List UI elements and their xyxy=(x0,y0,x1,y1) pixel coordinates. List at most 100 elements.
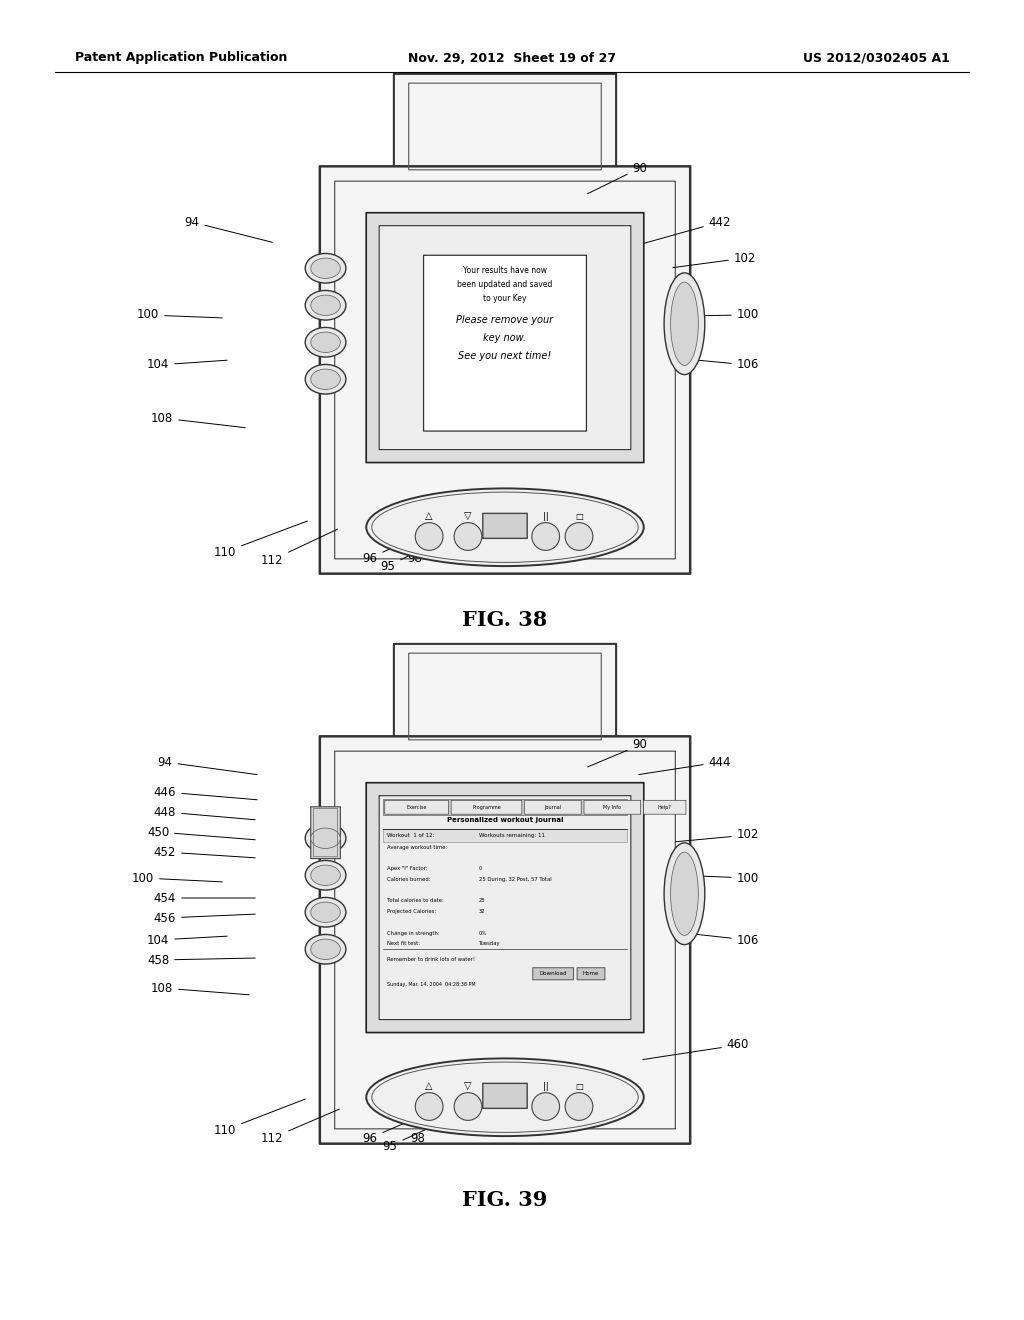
Text: △: △ xyxy=(425,1081,433,1092)
Ellipse shape xyxy=(367,488,644,566)
Text: 448: 448 xyxy=(154,805,255,820)
Ellipse shape xyxy=(305,898,346,927)
Text: 25: 25 xyxy=(479,899,485,903)
Text: 102: 102 xyxy=(673,252,756,268)
Ellipse shape xyxy=(310,370,340,389)
Text: 100: 100 xyxy=(137,309,222,322)
Ellipse shape xyxy=(310,939,340,960)
Text: Change in strength:: Change in strength: xyxy=(387,931,439,936)
Circle shape xyxy=(416,1093,443,1121)
Ellipse shape xyxy=(305,364,346,395)
FancyBboxPatch shape xyxy=(482,513,527,539)
FancyBboxPatch shape xyxy=(643,800,686,814)
Ellipse shape xyxy=(310,259,340,279)
Text: 94: 94 xyxy=(184,215,272,243)
Text: 98: 98 xyxy=(411,1109,468,1144)
Text: 108: 108 xyxy=(151,982,249,995)
Text: Help?: Help? xyxy=(657,805,672,809)
Text: Remember to drink lots of water!: Remember to drink lots of water! xyxy=(387,957,475,962)
Text: 104: 104 xyxy=(146,933,227,946)
Text: 446: 446 xyxy=(154,785,257,800)
Text: 96: 96 xyxy=(362,528,435,565)
Text: 104: 104 xyxy=(146,359,227,371)
Ellipse shape xyxy=(305,253,346,282)
Circle shape xyxy=(416,523,443,550)
Text: Next fit test:: Next fit test: xyxy=(387,941,420,946)
Text: Please remove your: Please remove your xyxy=(457,315,554,326)
Ellipse shape xyxy=(310,296,340,315)
FancyBboxPatch shape xyxy=(394,74,616,176)
Text: 110: 110 xyxy=(214,521,307,558)
Text: 98: 98 xyxy=(408,528,466,565)
Text: 100: 100 xyxy=(132,871,222,884)
Text: Sunday, Mar. 14, 2004  04:28:38 PM: Sunday, Mar. 14, 2004 04:28:38 PM xyxy=(387,982,475,986)
Text: 90: 90 xyxy=(588,161,647,194)
Circle shape xyxy=(565,1093,593,1121)
Circle shape xyxy=(454,523,482,550)
Text: My Info: My Info xyxy=(603,805,622,809)
Circle shape xyxy=(565,523,593,550)
FancyBboxPatch shape xyxy=(310,807,340,858)
Text: 108: 108 xyxy=(151,412,245,428)
Ellipse shape xyxy=(671,282,698,366)
Circle shape xyxy=(454,1093,482,1121)
Text: 454: 454 xyxy=(154,891,255,904)
Text: key now.: key now. xyxy=(483,333,526,343)
Ellipse shape xyxy=(305,935,346,964)
Text: 94: 94 xyxy=(158,755,257,775)
Text: US 2012/0302405 A1: US 2012/0302405 A1 xyxy=(803,51,950,65)
Text: Patent Application Publication: Patent Application Publication xyxy=(75,51,288,65)
Text: ||: || xyxy=(543,1081,549,1090)
Ellipse shape xyxy=(305,327,346,356)
Ellipse shape xyxy=(367,1059,644,1137)
FancyBboxPatch shape xyxy=(584,800,641,814)
Text: FIG. 39: FIG. 39 xyxy=(462,1191,548,1210)
FancyBboxPatch shape xyxy=(394,644,616,746)
Text: Tuesday: Tuesday xyxy=(479,941,501,946)
Text: 458: 458 xyxy=(146,953,255,966)
Ellipse shape xyxy=(310,333,340,352)
Text: Workouts remaining: 11: Workouts remaining: 11 xyxy=(479,833,545,838)
Ellipse shape xyxy=(305,861,346,890)
Circle shape xyxy=(531,523,559,550)
Text: 116: 116 xyxy=(451,521,508,558)
Text: 442: 442 xyxy=(641,215,731,244)
Text: 106: 106 xyxy=(678,932,759,946)
Text: Average workout time:: Average workout time: xyxy=(387,845,446,850)
FancyBboxPatch shape xyxy=(379,226,631,450)
Text: □: □ xyxy=(575,1081,583,1090)
Text: 456: 456 xyxy=(154,912,255,924)
Text: to your Key: to your Key xyxy=(483,294,526,304)
Text: 95: 95 xyxy=(381,535,451,573)
Text: Programme: Programme xyxy=(472,805,501,809)
FancyBboxPatch shape xyxy=(319,737,690,1143)
Ellipse shape xyxy=(310,902,340,923)
FancyBboxPatch shape xyxy=(524,800,582,814)
Text: 32: 32 xyxy=(479,909,485,915)
Text: 25 During, 32 Post, 57 Total: 25 During, 32 Post, 57 Total xyxy=(479,876,552,882)
Ellipse shape xyxy=(665,273,705,375)
Text: 444: 444 xyxy=(639,755,731,775)
Text: FIG. 38: FIG. 38 xyxy=(463,610,548,630)
Text: See you next time!: See you next time! xyxy=(459,351,552,360)
Ellipse shape xyxy=(305,290,346,319)
Text: 90: 90 xyxy=(588,738,647,767)
Ellipse shape xyxy=(671,853,698,936)
Text: △: △ xyxy=(425,511,433,521)
Text: Your results have now: Your results have now xyxy=(463,267,547,276)
Text: 114: 114 xyxy=(539,523,561,554)
Text: Workout  1 of 12:: Workout 1 of 12: xyxy=(387,833,434,838)
Text: 114: 114 xyxy=(539,1102,561,1133)
Ellipse shape xyxy=(665,843,705,945)
Text: 116: 116 xyxy=(451,1101,510,1137)
FancyBboxPatch shape xyxy=(383,800,627,816)
Text: Home: Home xyxy=(583,972,599,977)
Text: Calories burned:: Calories burned: xyxy=(387,876,430,882)
FancyBboxPatch shape xyxy=(424,255,587,432)
Text: 460: 460 xyxy=(643,1039,750,1060)
FancyBboxPatch shape xyxy=(319,166,690,574)
Text: Download: Download xyxy=(540,972,567,977)
Text: 100: 100 xyxy=(676,871,759,884)
FancyBboxPatch shape xyxy=(578,968,605,979)
FancyBboxPatch shape xyxy=(452,800,522,814)
